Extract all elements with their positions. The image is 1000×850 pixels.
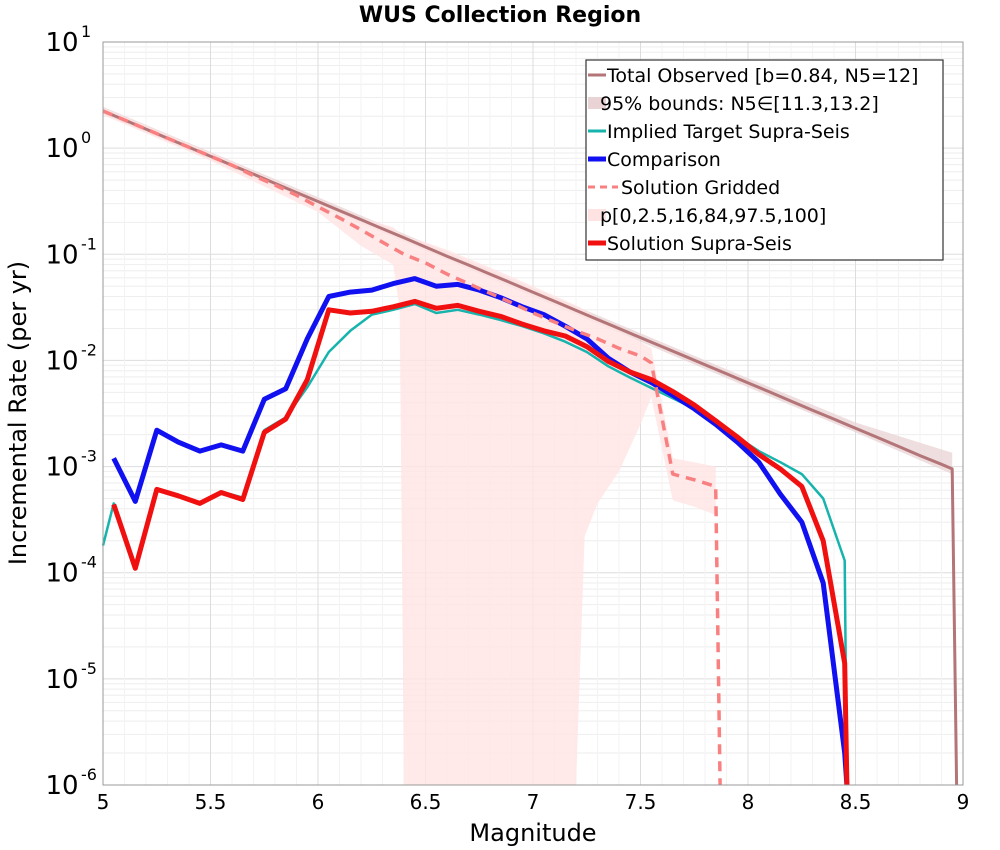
legend-label: p[0,2.5,16,84,97.5,100]: [600, 205, 826, 227]
x-tick-label: 7.5: [625, 790, 657, 814]
y-tick-label: 10: [45, 134, 78, 164]
x-tick-labels: 5 5.5 6 6.5 7 7.5 8 8.5 9: [97, 790, 970, 814]
y-tick-label: 10: [45, 453, 78, 483]
y-tick-label: 10: [45, 240, 78, 270]
y-tick-exponent: -6: [81, 765, 97, 784]
x-tick-label: 8.5: [840, 790, 872, 814]
y-tick-exponent: -2: [81, 340, 97, 359]
y-tick-label: 10: [45, 559, 78, 589]
legend-label: 95% bounds: N5∈[11.3,13.2]: [600, 93, 879, 115]
x-tick-label: 7: [527, 790, 540, 814]
y-tick-exponent: 1: [81, 22, 91, 41]
legend-label: Total Observed [b=0.84, N5=12]: [606, 65, 918, 87]
legend-swatch: [588, 97, 606, 109]
x-tick-label: 5: [97, 790, 110, 814]
series-lines: [101, 109, 959, 786]
legend-swatch: [588, 209, 606, 221]
series-line-solution-supra-seis: [111, 298, 850, 786]
x-tick-label: 9: [957, 790, 970, 814]
y-tick-exponent: -5: [81, 659, 97, 678]
y-tick-exponent: -3: [81, 447, 97, 466]
legend-label: Solution Gridded: [621, 177, 780, 199]
band-p-0-2-5-16-84-97-5-100: [103, 107, 716, 786]
x-tick-label: 6: [312, 790, 325, 814]
y-tick-label: 10: [45, 346, 78, 376]
x-tick-label: 6.5: [410, 790, 442, 814]
legend-label: Comparison: [607, 149, 721, 171]
x-tick-label: 5.5: [195, 790, 227, 814]
plot-frame: [102, 41, 964, 786]
legend-label: Solution Supra-Seis: [607, 233, 792, 255]
y-axis-label: Incremental Rate (per yr): [4, 261, 32, 565]
legend-label: Implied Target Supra-Seis: [607, 121, 850, 143]
y-tick-label: 10: [45, 28, 78, 58]
y-tick-label: 10: [45, 665, 78, 695]
legend-box: [585, 59, 944, 261]
y-tick-exponent: -1: [81, 234, 97, 253]
x-axis-label: Magnitude: [469, 819, 596, 847]
chart-title: WUS Collection Region: [359, 3, 641, 28]
y-tick-exponent: -4: [81, 553, 97, 572]
y-tick-label: 10: [45, 771, 78, 801]
y-tick-exponent: 0: [81, 128, 91, 147]
x-tick-label: 8: [742, 790, 755, 814]
legend: Total Observed [b=0.84, N5=12] 95% bounds…: [585, 59, 944, 261]
